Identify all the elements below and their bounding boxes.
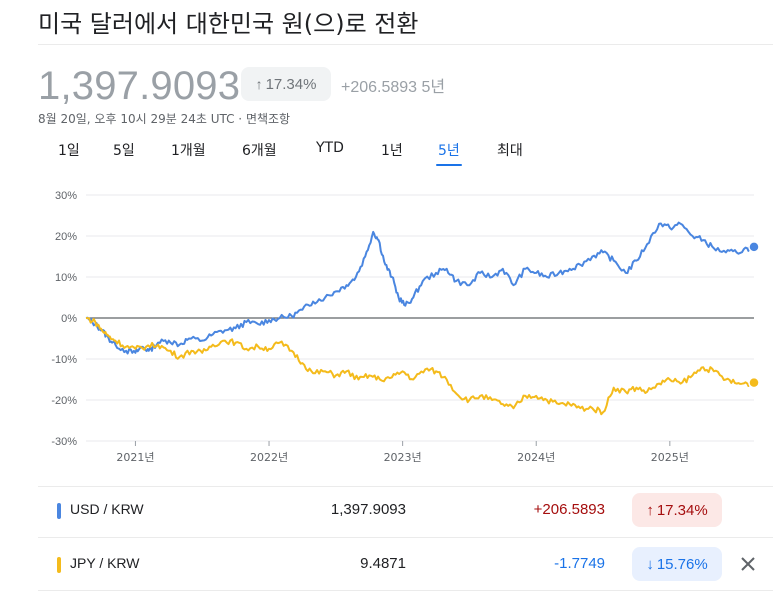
- legend-change: -1.7749: [554, 555, 605, 572]
- tab-5y[interactable]: 5년: [436, 140, 462, 166]
- y-tick-label: 30%: [55, 190, 77, 202]
- timestamp-line: 8월 20일, 오후 10시 29분 24초 UTC · 면책조항: [38, 110, 290, 127]
- legend-row-jpy[interactable]: JPY / KRW 9.4871 -1.7749 ↓ 15.76%: [38, 537, 773, 591]
- legend-divider-top: [38, 486, 773, 487]
- legend-row-usd[interactable]: USD / KRW 1,397.9093 +206.5893 ↑ 17.34%: [38, 483, 773, 537]
- legend-value: 9.4871: [360, 555, 406, 572]
- y-tick-label: 20%: [55, 231, 77, 243]
- tab-1y[interactable]: 1년: [381, 143, 403, 159]
- arrow-up-icon: ↑: [255, 76, 263, 92]
- x-tick-label: 2022년: [250, 451, 288, 464]
- legend-value: 1,397.9093: [330, 501, 406, 518]
- legend-percent: 17.34%: [656, 501, 708, 519]
- legend-percent-badge: ↓ 15.76%: [632, 547, 722, 581]
- page-title: 미국 달러에서 대한민국 원(으)로 전환: [38, 10, 419, 38]
- timestamp: 8월 20일, 오후 10시 29분 24초 UTC ·: [38, 112, 246, 126]
- tab-max[interactable]: 최대: [497, 143, 523, 159]
- x-tick-label: 2023년: [384, 451, 422, 464]
- arrow-up-icon: ↑: [646, 501, 654, 519]
- current-price: 1,397.9093: [38, 64, 241, 108]
- jpy-swatch: [57, 557, 61, 573]
- absolute-change: +206.5893 5년: [341, 79, 446, 96]
- close-icon[interactable]: [739, 555, 757, 573]
- jpy-krw-line: [85, 317, 755, 416]
- exchange-rate-chart[interactable]: 30% 20% 10% 0% -10% -20% -30% 2021년 2022년 2023년 20…: [0, 175, 773, 475]
- legend-percent-badge: ↑ 17.34%: [632, 493, 722, 527]
- usd-krw-line: [85, 221, 755, 355]
- y-tick-label: 10%: [55, 272, 77, 284]
- disclaimer-link[interactable]: 면책조항: [245, 112, 291, 126]
- usd-swatch: [57, 503, 61, 519]
- legend-percent: 15.76%: [656, 555, 708, 573]
- legend-divider-bottom: [38, 590, 773, 591]
- x-tick-label: 2025년: [651, 451, 689, 464]
- x-tick-label: 2024년: [517, 451, 555, 464]
- y-tick-label: 0%: [61, 313, 77, 325]
- y-tick-label: -10%: [51, 354, 77, 366]
- arrow-down-icon: ↓: [646, 555, 654, 573]
- y-tick-label: -20%: [51, 395, 77, 407]
- tab-1d[interactable]: 1일: [58, 143, 80, 159]
- jpy-krw-endpoint: [748, 376, 760, 389]
- tab-5d[interactable]: 5일: [113, 143, 135, 159]
- tab-ytd[interactable]: YTD: [316, 140, 344, 156]
- legend-change: +206.5893: [533, 501, 605, 518]
- percent-change-badge: ↑ 17.34%: [241, 67, 331, 101]
- percent-change-value: 17.34%: [265, 75, 317, 93]
- x-tick-label: 2021년: [116, 451, 154, 464]
- legend-name: USD / KRW: [70, 501, 144, 517]
- tab-6m[interactable]: 6개월: [242, 143, 277, 159]
- usd-krw-endpoint: [748, 241, 760, 253]
- legend-divider-middle: [38, 537, 773, 538]
- tab-1m[interactable]: 1개월: [171, 143, 206, 159]
- legend-name: JPY / KRW: [70, 555, 140, 571]
- title-divider: [38, 44, 773, 45]
- y-tick-label: -30%: [51, 436, 77, 448]
